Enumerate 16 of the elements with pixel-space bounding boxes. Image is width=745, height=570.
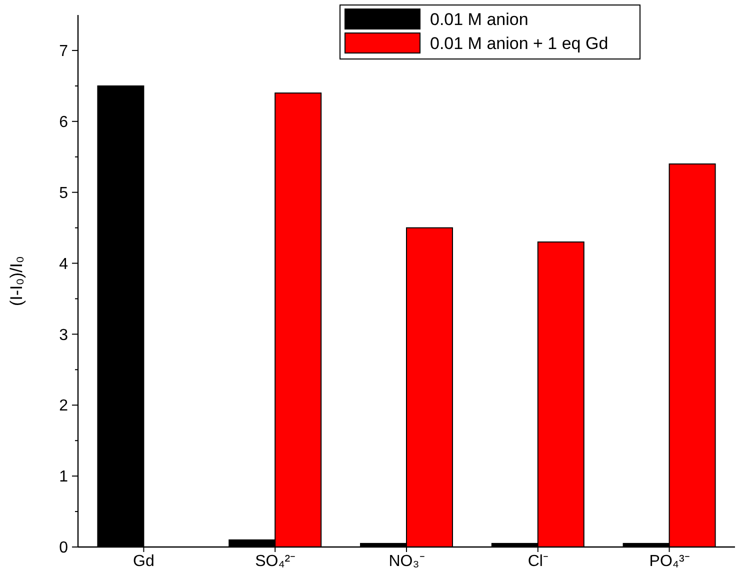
- legend-label: 0.01 M anion: [430, 10, 528, 29]
- x-tick-label: Cl⁻: [528, 553, 548, 570]
- y-tick-label: 1: [59, 468, 68, 486]
- y-axis-title: (I-I₀)/I₀: [7, 256, 26, 306]
- y-tick-label: 3: [59, 326, 68, 344]
- legend-label: 0.01 M anion + 1 eq Gd: [430, 34, 608, 53]
- y-tick-label: 7: [59, 43, 68, 60]
- y-tick-label: 2: [59, 398, 68, 415]
- y-tick-label: 5: [59, 184, 68, 202]
- x-tick-label: SO₄²⁻: [255, 553, 296, 570]
- x-tick-label: NO₃⁻: [388, 553, 424, 570]
- x-tick-label: Gd: [133, 553, 154, 570]
- y-tick-label: 0: [59, 540, 68, 557]
- y-tick-label: 6: [59, 114, 68, 131]
- x-tick-label: PO₄³⁻: [649, 553, 690, 570]
- y-tick-label: 4: [59, 256, 68, 273]
